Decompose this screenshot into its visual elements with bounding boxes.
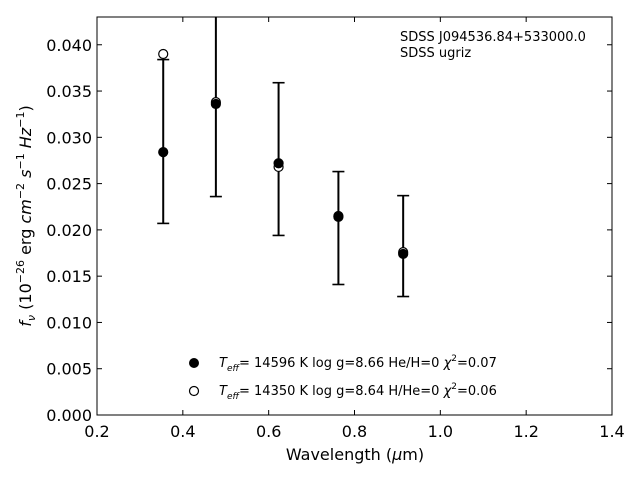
error-bars	[157, 17, 410, 298]
legend-marker-he-free	[189, 358, 199, 368]
y-tick-label: 0.020	[46, 221, 92, 240]
y-tick-label: 0.030	[46, 128, 92, 147]
y-axis-title: fν (10−26 erg cm−2 s−1 Hz−1)	[14, 105, 38, 326]
model-point-he-free	[333, 211, 344, 223]
y-tick-label: 0.015	[46, 267, 92, 286]
model-point-he-free	[398, 248, 409, 260]
x-axis: 0.2 0.4 0.6 0.8 1.0 1.2 1.4	[84, 17, 625, 441]
legend-label-he-free: Teff= 14596 K log g=8.66 He/H=0 χ2=0.07	[219, 354, 497, 374]
model-point-he-free	[158, 147, 169, 158]
legend-label-h-free: Teff= 14350 K log g=8.64 H/He=0 χ2=0.06	[219, 382, 497, 402]
annotation-object-name: SDSS J094536.84+533000.0	[400, 30, 586, 45]
legend-marker-h-free	[188, 385, 200, 397]
plot-area	[96, 16, 613, 416]
y-tick-label: 0.035	[46, 82, 92, 101]
x-tick-label: 1.0	[428, 422, 453, 441]
x-tick-label: 1.4	[599, 422, 624, 441]
y-tick-label: 0.025	[46, 175, 92, 194]
x-axis-title: Wavelength (μm)	[286, 445, 424, 464]
x-tick-label: 0.2	[84, 422, 109, 441]
x-tick-label: 1.2	[513, 422, 538, 441]
model-point-he-free	[273, 158, 284, 169]
annotation-filters: SDSS ugriz	[400, 46, 471, 61]
x-tick-label: 0.4	[170, 422, 195, 441]
model-point-he-free	[210, 98, 221, 110]
y-axis: 0.000 0.005 0.010 0.015 0.020 0.025 0.030 0.035…	[46, 36, 612, 425]
y-tick-label: 0.000	[46, 406, 92, 425]
y-tick-label: 0.005	[46, 360, 92, 379]
y-tick-label: 0.040	[46, 36, 92, 55]
x-tick-label: 0.6	[256, 422, 281, 441]
legend: Teff= 14596 K log g=8.66 He/H=0 χ2=0.07 …	[188, 354, 497, 402]
x-tick-label: 0.8	[342, 422, 367, 441]
model-point-h-free	[158, 48, 169, 60]
y-tick-label: 0.010	[46, 313, 92, 332]
data-points	[158, 48, 409, 260]
